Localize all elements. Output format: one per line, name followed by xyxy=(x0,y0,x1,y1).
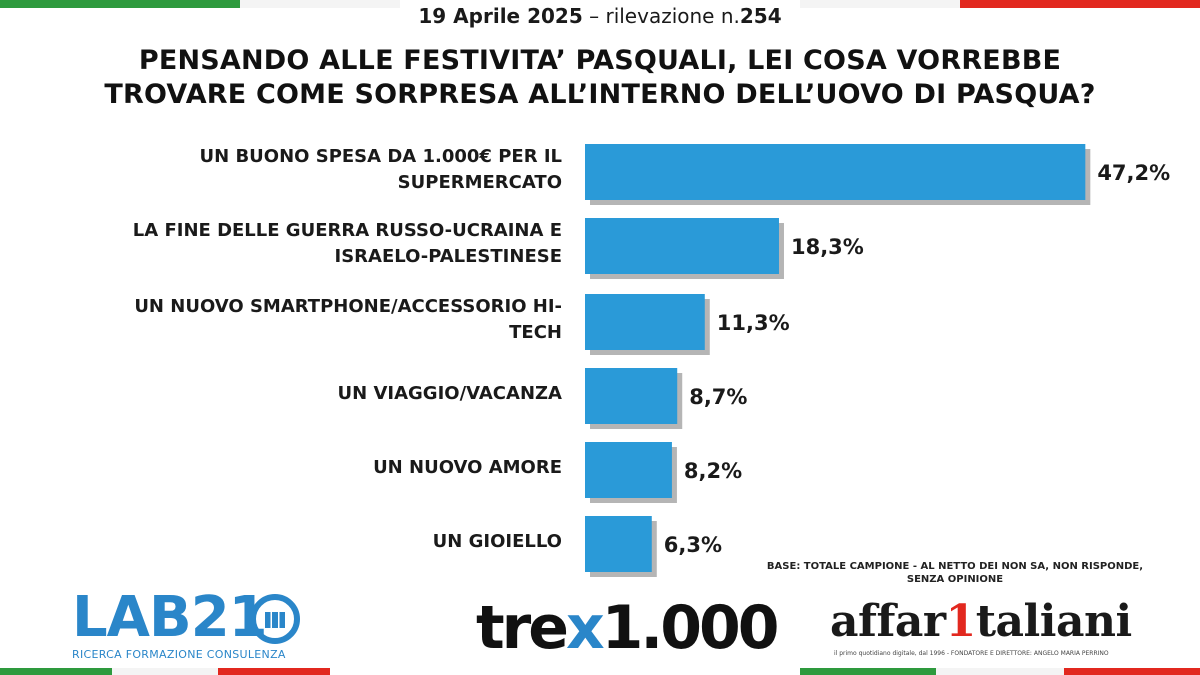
bar-value-label: 18,3% xyxy=(791,235,864,259)
flag-strip-bottom-right xyxy=(800,668,1200,675)
bar-value-label: 47,2% xyxy=(1097,161,1170,185)
tre-logo-suffix: 1.000 xyxy=(601,593,780,663)
survey-date: 19 Aprile 2025 xyxy=(418,4,583,28)
bar-value-label: 8,2% xyxy=(684,459,742,483)
bar xyxy=(585,218,779,274)
category-label-line: UN NUOVO AMORE xyxy=(373,457,562,478)
lab21-logo: LAB21 RICERCA FORMAZIONE CONSULENZA xyxy=(72,590,312,665)
category-label-line: UN VIAGGIO/VACANZA xyxy=(337,383,562,404)
lab21-logo-text: LAB21 xyxy=(72,585,268,650)
flag-strip-bottom-left xyxy=(0,668,330,675)
category-label-line: SUPERMERCATO xyxy=(397,172,562,193)
flag-strip-top-left xyxy=(0,0,400,8)
affaritaliani-tagline: il primo quotidiano digitale, dal 1996 -… xyxy=(834,650,1109,657)
lab21-logo-subtitle: RICERCA FORMAZIONE CONSULENZA xyxy=(72,648,286,661)
tre-logo-x: x xyxy=(565,593,605,663)
bar-value-label: 8,7% xyxy=(689,385,747,409)
category-label: UN NUOVO AMORE xyxy=(2,455,562,481)
category-label-line: TECH xyxy=(509,322,562,343)
bar xyxy=(585,368,678,424)
chart-title-line-2: TROVARE COME SORPRESA ALL’INTERNO DELL’U… xyxy=(104,79,1096,110)
survey-separator: – rilevazione n. xyxy=(582,4,740,28)
affaritaliani-logo: affar1taliani il primo quotidiano digita… xyxy=(830,598,1170,658)
bar xyxy=(585,516,652,572)
category-label-line: ISRAELO-PALESTINESE xyxy=(334,246,562,267)
chart-title-line-1: PENSANDO ALLE FESTIVITA’ PASQUALI, LEI C… xyxy=(138,45,1062,76)
category-label: UN VIAGGIO/VACANZA xyxy=(2,381,562,407)
bar xyxy=(585,144,1086,200)
survey-number: 254 xyxy=(739,4,782,28)
category-label-line: UN NUOVO SMARTPHONE/ACCESSORIO HI- xyxy=(134,296,562,317)
affaritaliani-logo-text: affar1taliani xyxy=(830,596,1132,647)
category-label-line: LA FINE DELLE GUERRA RUSSO-UCRAINA E xyxy=(132,220,562,241)
sample-base-note: BASE: TOTALE CAMPIONE - AL NETTO DEI NON… xyxy=(760,560,1150,586)
sample-base-note-line-2: SENZA OPINIONE xyxy=(906,574,1004,585)
tre-per-mille-logo: trex1.000 xyxy=(476,593,779,666)
category-label-line: UN BUONO SPESA DA 1.000€ PER IL xyxy=(199,146,562,167)
category-label: UN NUOVO SMARTPHONE/ACCESSORIO HI- TECH xyxy=(2,294,562,346)
flag-strip-top-right xyxy=(800,0,1200,8)
category-label-line: UN GIOIELLO xyxy=(432,531,562,552)
category-label: UN GIOIELLO xyxy=(2,529,562,555)
survey-date-line: 19 Aprile 2025 – rilevazione n.254 xyxy=(0,4,1200,28)
bar-value-label: 6,3% xyxy=(664,533,722,557)
category-label: LA FINE DELLE GUERRA RUSSO-UCRAINA E ISRA… xyxy=(2,218,562,270)
tre-logo-prefix: tre xyxy=(476,593,569,663)
chart-title: PENSANDO ALLE FESTIVITA’ PASQUALI, LEI C… xyxy=(40,44,1160,112)
lab21-chart-icon xyxy=(250,594,300,644)
sample-base-note-line-1: BASE: TOTALE CAMPIONE - AL NETTO DEI NON… xyxy=(766,561,1144,572)
category-label: UN BUONO SPESA DA 1.000€ PER IL SUPERMERC… xyxy=(2,144,562,196)
bar xyxy=(585,294,705,350)
bar xyxy=(585,442,672,498)
bar-value-label: 11,3% xyxy=(717,311,790,335)
